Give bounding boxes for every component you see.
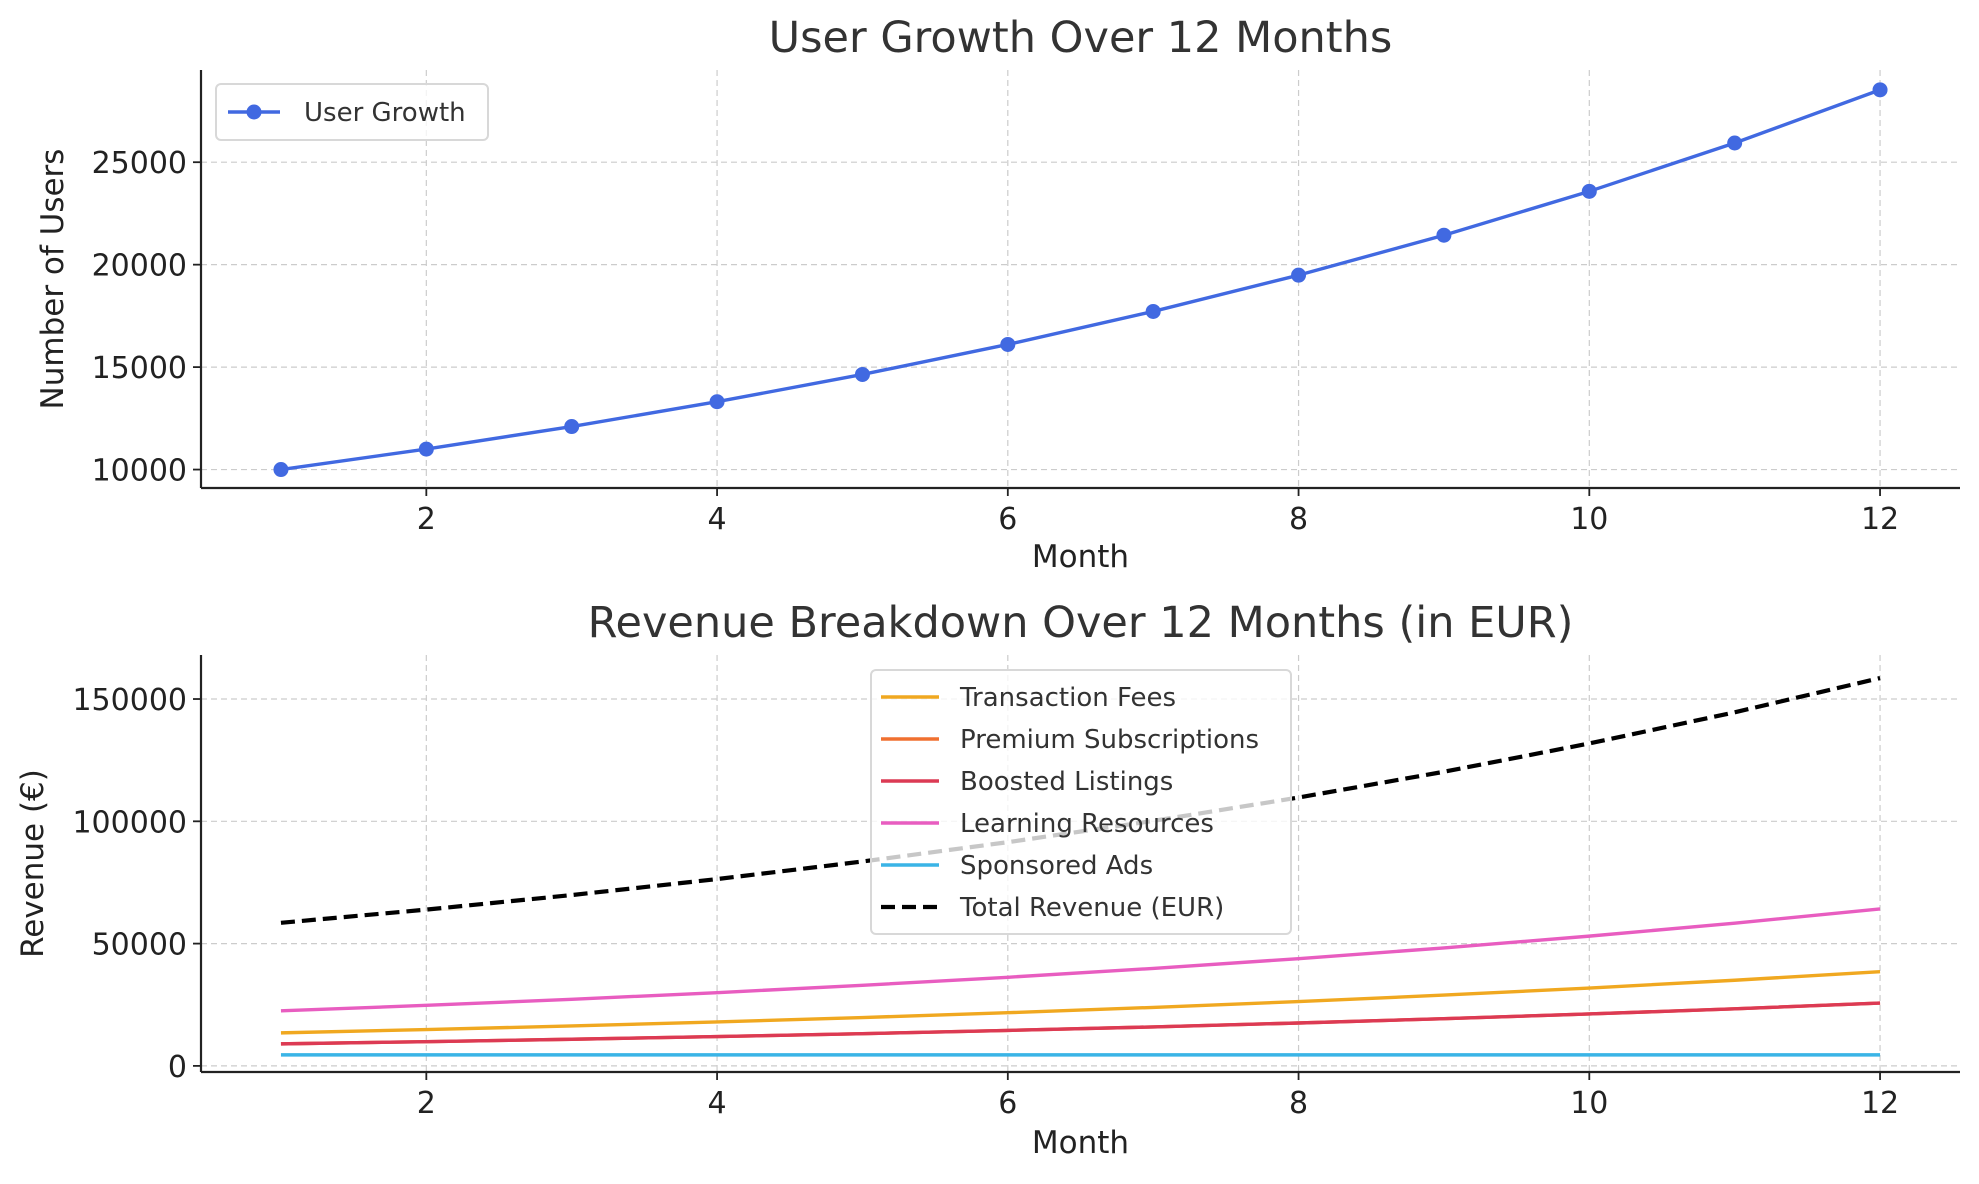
y-tick-label: 50000 (92, 928, 187, 963)
x-tick-label: 6 (998, 502, 1017, 537)
y-tick-label: 20000 (92, 249, 187, 284)
y-tick-label: 25000 (92, 146, 187, 181)
x-tick-label: 10 (1570, 502, 1608, 537)
x-tick-label: 10 (1570, 1086, 1608, 1121)
x-tick-label: 8 (1289, 502, 1308, 537)
y-axis-label: Number of Users (35, 149, 71, 410)
y-tick-label: 10000 (92, 454, 187, 489)
y-tick-label: 0 (168, 1050, 187, 1085)
x-tick-label: 12 (1861, 502, 1899, 537)
data-point (564, 419, 580, 435)
data-point (1872, 82, 1888, 98)
legend-marker (246, 104, 262, 120)
data-point (1145, 303, 1161, 319)
legend-label: Premium Subscriptions (960, 725, 1259, 755)
legend-box (870, 669, 1292, 935)
series-line-transaction-fees (280, 969, 1881, 1035)
series-line-boosted-listings (280, 1001, 1881, 1046)
x-tick-label: 4 (708, 1086, 727, 1121)
x-tick-label: 6 (998, 1086, 1017, 1121)
legend: User Growth (215, 83, 489, 141)
legend-box (215, 83, 489, 141)
data-point (1000, 336, 1016, 352)
series-line-user-growth (280, 88, 1881, 472)
chart-2: 2 4 6 8 10 12 0 50000 100000 150000 Revenue Breakd… (15, 598, 1960, 1161)
legend-label: Transaction Fees (959, 683, 1176, 713)
data-point (273, 462, 289, 478)
x-tick-label: 2 (417, 502, 436, 537)
legend-label: Boosted Listings (960, 767, 1173, 797)
series-line-learning-resources (280, 907, 1881, 1013)
y-tick-label: 150000 (72, 683, 187, 718)
y-axis-label: Revenue (€) (15, 769, 51, 958)
data-point (1436, 227, 1452, 243)
data-point (854, 366, 870, 382)
x-axis-label: Month (1032, 1125, 1129, 1161)
legend-label: User Growth (304, 98, 466, 128)
chart-title: Revenue Breakdown Over 12 Months (in EUR… (588, 598, 1574, 648)
x-tick-label: 2 (417, 1086, 436, 1121)
legend-label: Total Revenue (EUR) (959, 893, 1224, 923)
chart-title: User Growth Over 12 Months (769, 13, 1393, 63)
legend: Transaction Fees Premium Subscriptions Boo… (870, 669, 1292, 935)
x-tick-label: 12 (1861, 1086, 1899, 1121)
y-tick-label: 15000 (92, 351, 187, 386)
legend-label: Sponsored Ads (960, 851, 1153, 881)
x-axis-label: Month (1032, 539, 1129, 575)
chart-1: 2 4 6 8 10 12 10000 15000 20000 25000 User Growth … (35, 13, 1960, 575)
data-point (1727, 135, 1743, 151)
x-tick-label: 4 (708, 502, 727, 537)
data-point (1581, 183, 1597, 199)
data-point (1291, 267, 1307, 283)
data-point (418, 441, 434, 457)
y-tick-label: 100000 (72, 805, 187, 840)
legend-label: Learning Resources (960, 809, 1214, 839)
x-tick-label: 8 (1289, 1086, 1308, 1121)
data-point (709, 394, 725, 410)
